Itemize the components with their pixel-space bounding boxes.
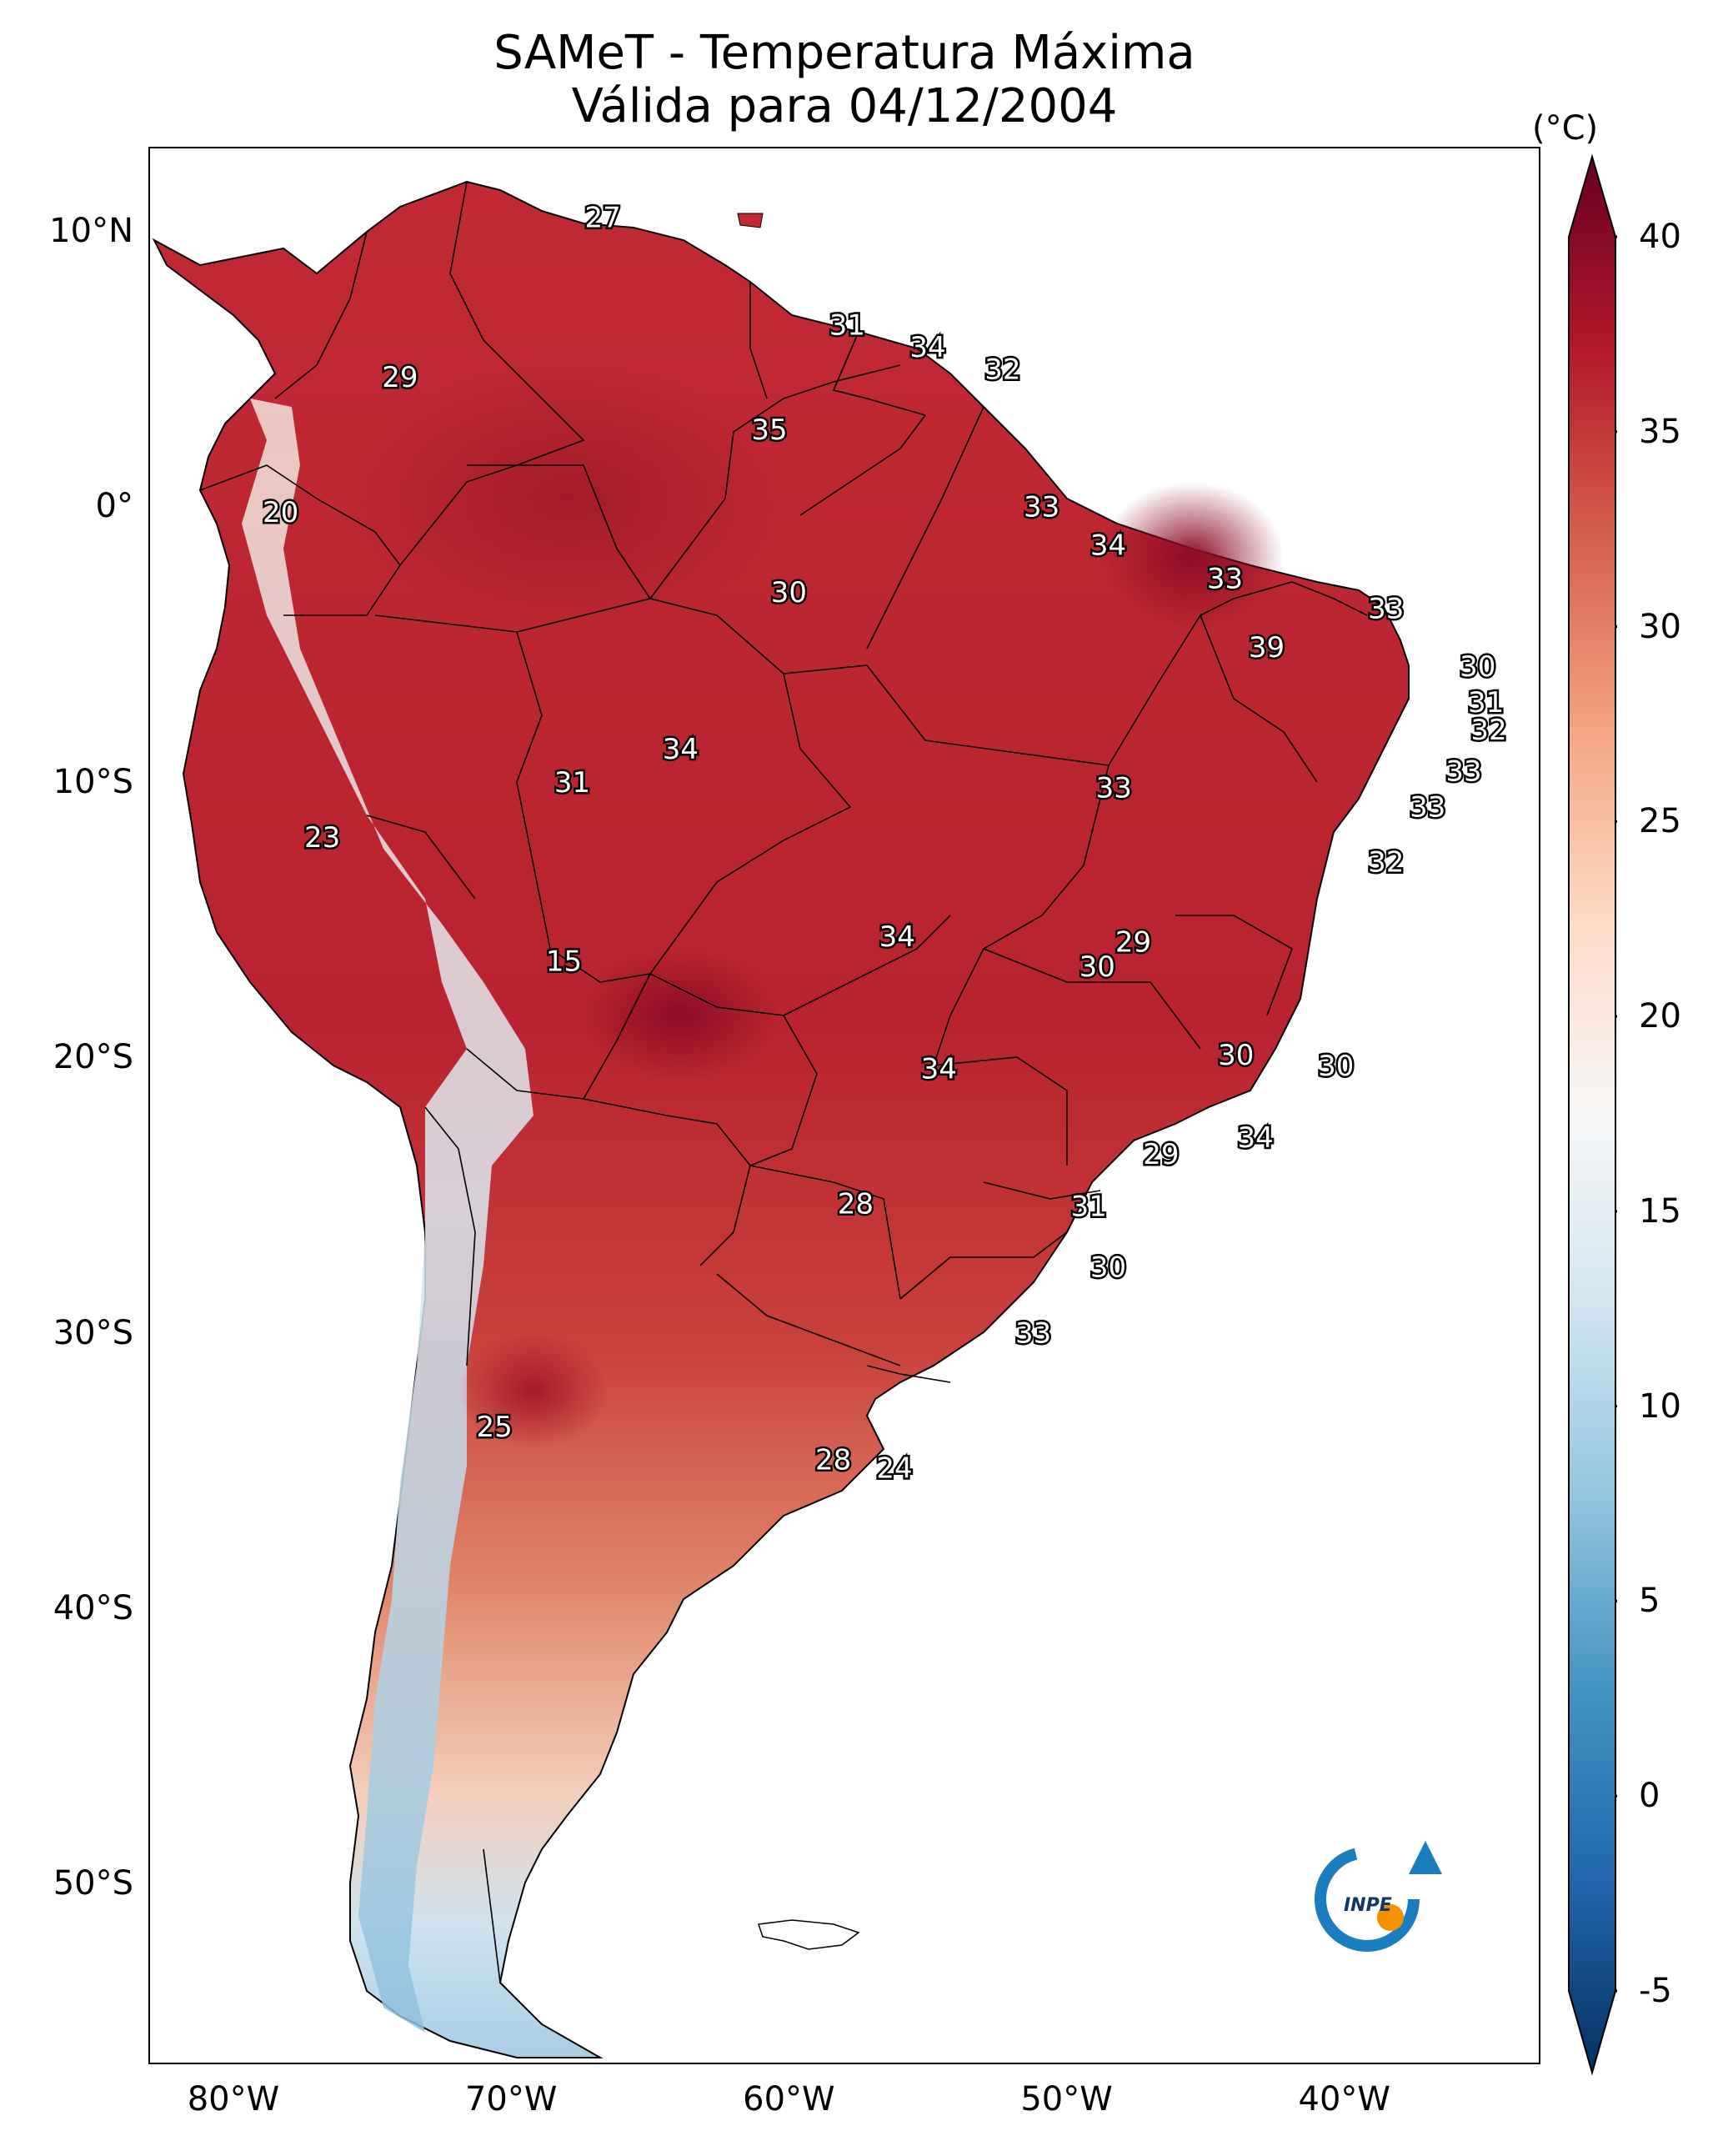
latitude-tick-label: 10°S: [53, 762, 133, 801]
station-value-label: 30: [771, 576, 807, 609]
station-value-label: 39: [1249, 631, 1285, 664]
station-value-label: 20: [263, 496, 298, 529]
south-america-landmass: [152, 180, 1410, 2058]
latitude-tick-label: 20°S: [53, 1038, 133, 1077]
colorbar-tick-label: 20: [1639, 997, 1681, 1036]
colorbar-tick-label: 5: [1639, 1582, 1660, 1621]
hot-spot-chaco: [579, 949, 779, 1082]
country-borders: [199, 181, 1368, 1983]
station-value-label: 29: [382, 361, 418, 394]
hot-spot-argentina: [458, 1332, 609, 1449]
station-value-label: 15: [546, 945, 582, 979]
station-value-label: 34: [909, 331, 945, 364]
map-panel: INPE 27 29 31 34 32 35 20 33 34 33 33 30 39 30 31 32 33 3…: [148, 147, 1540, 2064]
station-value-label: 31: [1071, 1191, 1107, 1224]
longitude-tick-label: 40°W: [1298, 2080, 1390, 2118]
longitude-tick-label: 70°W: [464, 2080, 558, 2118]
station-value-label: 29: [1143, 1138, 1179, 1171]
station-value-label: 33: [1207, 562, 1243, 595]
station-value-label: 33: [1368, 593, 1404, 626]
station-value-label: 32: [1470, 714, 1506, 747]
trinidad-island: [737, 213, 764, 228]
station-value-label: 32: [1368, 846, 1404, 880]
station-value-label: 28: [815, 1444, 851, 1477]
colorbar-tick-label: 15: [1639, 1191, 1681, 1231]
station-value-label: 32: [984, 353, 1020, 386]
colorbar: [1568, 153, 1617, 2076]
station-value-label: 30: [1218, 1039, 1254, 1072]
inpe-logo: [1315, 1841, 1442, 1952]
colorbar-ticks: [1615, 235, 1617, 1993]
station-value-label: 33: [1096, 771, 1132, 805]
colorbar-tick-label: 35: [1639, 412, 1681, 451]
colorbar-tick-label: 0: [1639, 1777, 1660, 1816]
colorbar-tick-label: 40: [1639, 218, 1681, 256]
station-value-label: 34: [1090, 529, 1126, 563]
colorbar-tick-label: 10: [1639, 1386, 1681, 1426]
hot-spot-amazon: [350, 365, 784, 632]
station-value-label: 33: [1410, 791, 1445, 825]
colorbar-body: [1568, 153, 1616, 2076]
longitude-tick-label: 50°W: [1020, 2080, 1113, 2118]
station-value-label: 33: [1445, 755, 1481, 789]
logo-text: INPE: [1344, 1895, 1392, 1916]
station-value-label: 33: [1024, 490, 1059, 524]
station-value-label: 30: [1090, 1251, 1126, 1284]
station-value-label: 28: [838, 1187, 874, 1221]
latitude-tick-label: 40°S: [53, 1588, 133, 1627]
colorbar-tick-label: 25: [1639, 802, 1681, 841]
hot-spot-northeast: [1100, 482, 1284, 632]
falkland-islands: [757, 1919, 860, 1950]
station-value-label: 23: [304, 821, 340, 855]
colorbar-tick-label: 30: [1639, 607, 1681, 646]
map-title: SAMeT - Temperatura Máxima: [493, 26, 1195, 80]
station-value-label: 25: [477, 1411, 513, 1444]
station-value-label: 34: [921, 1052, 957, 1086]
latitude-tick-label: 30°S: [53, 1313, 133, 1352]
latitude-tick-label: 10°N: [49, 212, 133, 251]
longitude-tick-label: 60°W: [743, 2080, 835, 2118]
station-value-label: 27: [584, 202, 620, 235]
station-value-label: 34: [879, 920, 915, 954]
station-value-label: 31: [829, 308, 865, 342]
station-value-label: 30: [1318, 1050, 1354, 1083]
andes-cool-band: [242, 399, 533, 2033]
station-value-label: 34: [1238, 1121, 1274, 1155]
longitude-tick-label: 80°W: [187, 2080, 280, 2118]
station-value-label: 30: [1460, 650, 1495, 684]
station-value-label: 30: [1079, 950, 1115, 984]
latitude-tick-label: 50°S: [53, 1864, 133, 1903]
station-value-label: 33: [1015, 1317, 1051, 1351]
map-subtitle: Válida para 04/12/2004: [571, 79, 1118, 133]
station-value-label: 24: [876, 1452, 912, 1485]
colorbar-unit: (°C): [1532, 109, 1599, 148]
latitude-tick-label: 0°: [95, 487, 133, 526]
station-value-label: 31: [1468, 686, 1504, 720]
station-value-label: 34: [663, 733, 699, 766]
station-value-label: 29: [1115, 925, 1151, 959]
station-value-label: 31: [554, 766, 590, 800]
colorbar-tick-label: -5: [1639, 1972, 1672, 2010]
station-value-label: 35: [751, 414, 787, 447]
